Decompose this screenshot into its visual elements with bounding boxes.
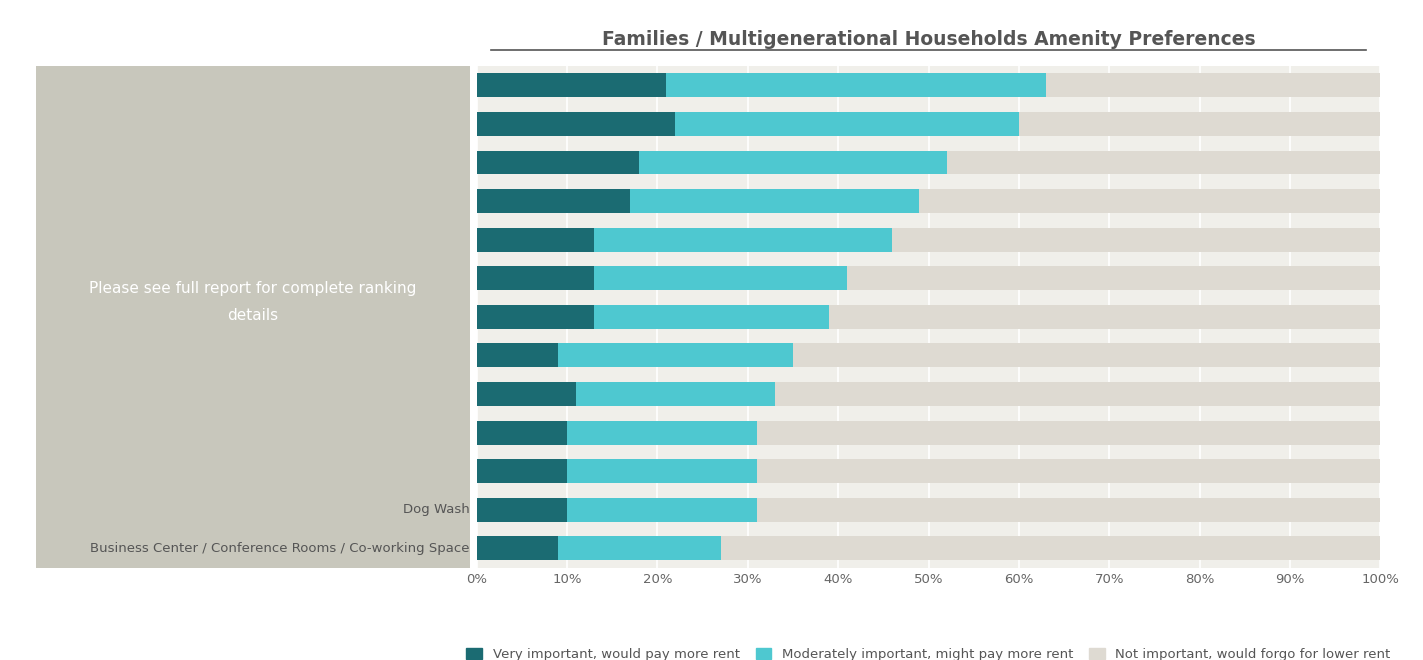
Text: Dog Wash: Dog Wash [403, 503, 470, 516]
Bar [477, 305, 595, 329]
Bar [666, 73, 1046, 97]
Text: Please see full report for complete ranking
details: Please see full report for complete rank… [88, 280, 417, 323]
Bar [847, 266, 1380, 290]
Bar [676, 112, 1019, 136]
Bar [595, 305, 830, 329]
Bar [892, 228, 1380, 251]
Bar [477, 382, 576, 406]
Bar [566, 459, 757, 483]
Bar [477, 228, 595, 251]
Bar [477, 459, 566, 483]
Bar [830, 305, 1380, 329]
Bar [639, 150, 946, 174]
Bar [566, 420, 757, 445]
Bar [630, 189, 919, 213]
Bar [595, 266, 847, 290]
Bar [477, 537, 558, 560]
Bar [757, 459, 1380, 483]
Bar [793, 343, 1380, 368]
Bar [576, 382, 776, 406]
Bar [757, 498, 1380, 521]
Bar [477, 343, 558, 368]
Bar [1019, 112, 1380, 136]
Legend: Very important, would pay more rent, Moderately important, might pay more rent, : Very important, would pay more rent, Mod… [461, 643, 1396, 660]
Text: Business Center / Conference Rooms / Co-working Space: Business Center / Conference Rooms / Co-… [90, 542, 470, 555]
Bar [477, 266, 595, 290]
Bar [558, 343, 793, 368]
Bar [477, 498, 566, 521]
Bar [776, 382, 1380, 406]
Bar [919, 189, 1380, 213]
Bar [946, 150, 1380, 174]
Bar [477, 150, 639, 174]
Bar [477, 420, 566, 445]
Bar [477, 73, 666, 97]
Bar [757, 420, 1380, 445]
Text: Families / Multigenerational Households Amenity Preferences: Families / Multigenerational Households … [602, 30, 1255, 49]
Bar [477, 189, 630, 213]
Bar [558, 537, 720, 560]
Bar [1046, 73, 1380, 97]
Bar [720, 537, 1380, 560]
Bar [595, 228, 892, 251]
Bar [566, 498, 757, 521]
Bar [477, 112, 676, 136]
